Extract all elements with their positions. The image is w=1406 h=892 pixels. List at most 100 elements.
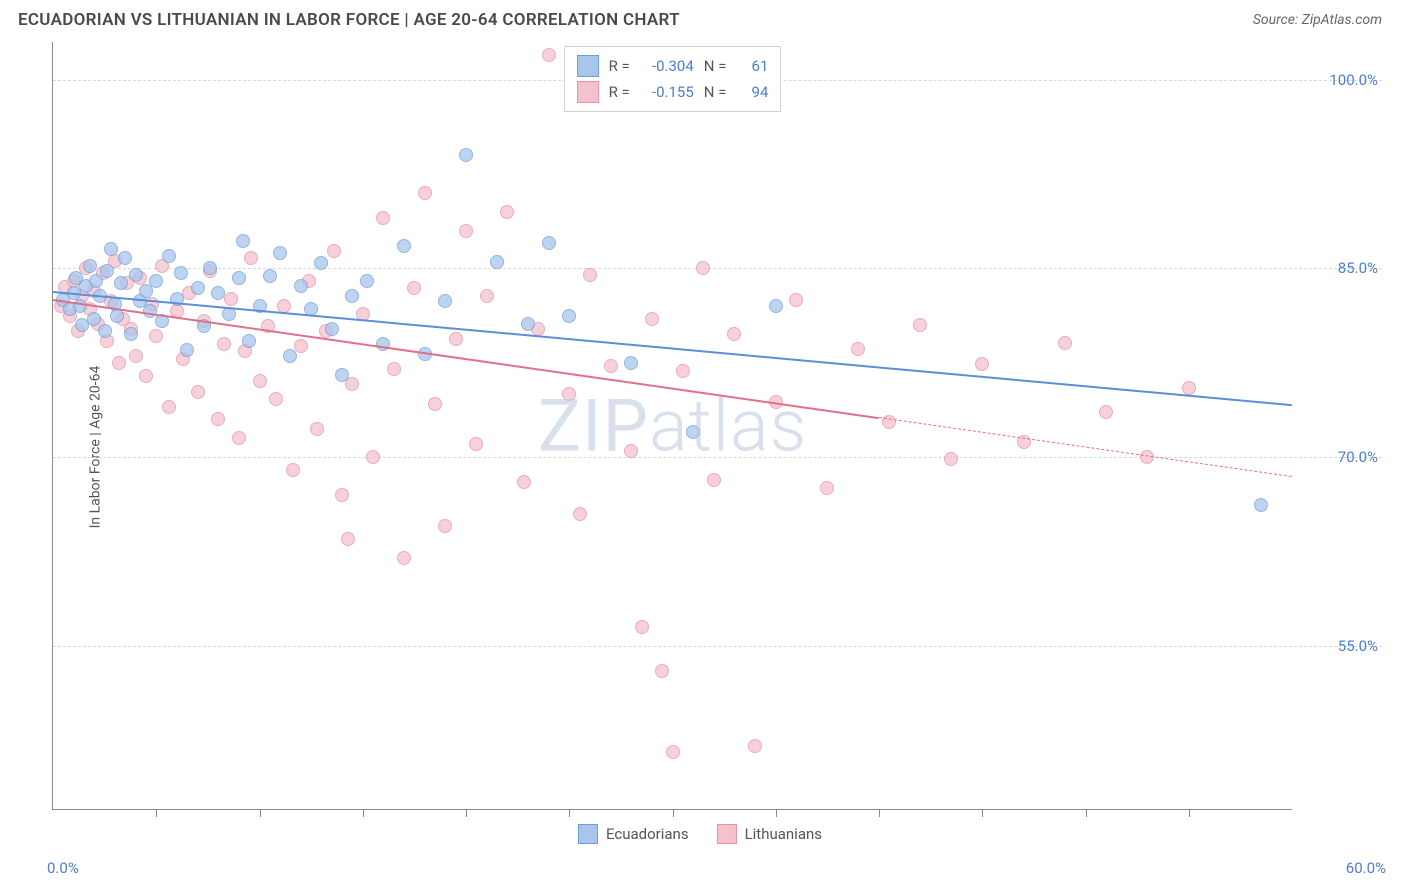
trendline-extrapolated	[879, 417, 1292, 477]
data-point	[975, 357, 989, 371]
x-tick	[776, 809, 777, 817]
data-point	[366, 450, 380, 464]
data-point	[180, 343, 194, 357]
data-point	[203, 261, 217, 275]
watermark: ZIPatlas	[538, 383, 807, 468]
gridline-h	[53, 268, 1382, 269]
data-point	[1099, 405, 1113, 419]
data-point	[143, 304, 157, 318]
data-point	[397, 239, 411, 253]
data-point	[624, 356, 638, 370]
data-point	[87, 312, 101, 326]
data-point	[500, 205, 514, 219]
data-point	[325, 322, 339, 336]
data-point	[1182, 381, 1196, 395]
data-point	[224, 292, 238, 306]
data-point	[376, 211, 390, 225]
data-point	[139, 369, 153, 383]
x-min-label: 0.0%	[47, 859, 79, 877]
x-tick	[156, 809, 157, 817]
data-point	[191, 385, 205, 399]
data-point	[100, 264, 114, 278]
chart-title: ECUADORIAN VS LITHUANIAN IN LABOR FORCE …	[18, 10, 680, 30]
data-point	[124, 327, 138, 341]
data-point	[655, 664, 669, 678]
legend-N-value: 94	[736, 83, 768, 101]
data-point	[118, 251, 132, 265]
data-point	[707, 473, 721, 487]
data-point	[851, 342, 865, 356]
data-point	[438, 294, 452, 308]
legend-series: Ecuadorians Lithuanians	[578, 824, 822, 844]
data-point	[789, 293, 803, 307]
data-point	[242, 334, 256, 348]
legend-item: Lithuanians	[717, 824, 822, 844]
data-point	[217, 337, 231, 351]
data-point	[211, 412, 225, 426]
data-point	[335, 368, 349, 382]
legend-N-label: N =	[704, 83, 727, 101]
legend-R-value: -0.304	[640, 57, 694, 75]
legend-series-name: Ecuadorians	[606, 825, 689, 843]
legend-row: R = -0.155 N = 94	[577, 79, 769, 105]
legend-swatch	[577, 81, 599, 103]
x-tick	[363, 809, 364, 817]
legend-N-value: 61	[736, 57, 768, 75]
data-point	[1254, 498, 1268, 512]
data-point	[232, 431, 246, 445]
source-label: Source: ZipAtlas.com	[1253, 12, 1382, 28]
data-point	[335, 488, 349, 502]
data-point	[517, 475, 531, 489]
x-tick	[879, 809, 880, 817]
data-point	[469, 437, 483, 451]
data-point	[310, 422, 324, 436]
data-point	[232, 271, 246, 285]
data-point	[269, 392, 283, 406]
data-point	[286, 463, 300, 477]
data-point	[542, 48, 556, 62]
data-point	[83, 259, 97, 273]
data-point	[428, 397, 442, 411]
plot-region: ZIPatlas R =-0.304N =61R =-0.155N =94 55…	[52, 42, 1292, 810]
data-point	[112, 356, 126, 370]
data-point	[562, 309, 576, 323]
data-point	[294, 279, 308, 293]
data-point	[1058, 336, 1072, 350]
gridline-h	[53, 646, 1382, 647]
legend-series-name: Lithuanians	[745, 825, 822, 843]
data-point	[98, 324, 112, 338]
x-tick	[673, 809, 674, 817]
data-point	[624, 444, 638, 458]
data-point	[314, 256, 328, 270]
data-point	[244, 251, 258, 265]
chart-area: In Labor Force | Age 20-64 ZIPatlas R =-…	[18, 42, 1382, 852]
x-tick	[982, 809, 983, 817]
legend-row: R =-0.304N =61	[577, 53, 769, 79]
data-point	[686, 425, 700, 439]
data-point	[149, 274, 163, 288]
x-tick	[466, 809, 467, 817]
x-tick	[1189, 809, 1190, 817]
data-point	[253, 374, 267, 388]
data-point	[562, 387, 576, 401]
legend-R-value: -0.155	[640, 83, 694, 101]
x-tick	[1086, 809, 1087, 817]
data-point	[521, 317, 535, 331]
data-point	[748, 739, 762, 753]
data-point	[438, 519, 452, 533]
y-tick-label: 70.0%	[1338, 448, 1378, 466]
data-point	[104, 242, 118, 256]
data-point	[345, 289, 359, 303]
data-point	[129, 349, 143, 363]
legend-R-label: R =	[609, 83, 630, 101]
x-tick	[260, 809, 261, 817]
data-point	[211, 286, 225, 300]
data-point	[573, 507, 587, 521]
data-point	[459, 148, 473, 162]
legend-correlation: R =-0.304N =61 R = -0.155 N = 94	[564, 46, 782, 112]
legend-swatch	[577, 55, 599, 77]
data-point	[944, 452, 958, 466]
data-point	[387, 362, 401, 376]
data-point	[397, 551, 411, 565]
data-point	[490, 255, 504, 269]
